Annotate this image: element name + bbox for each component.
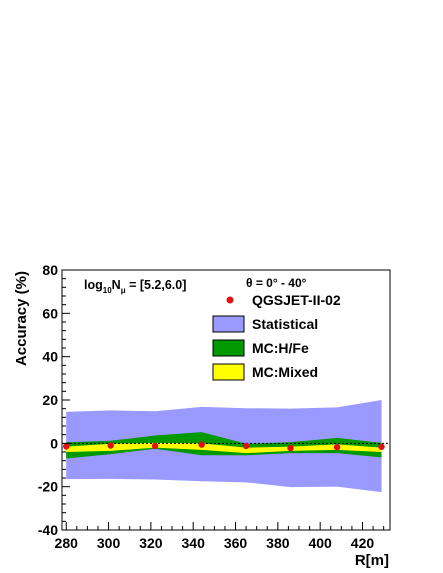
x-tick-label: 420	[351, 535, 375, 551]
data-point	[198, 441, 205, 448]
x-axis-label: R[m]	[355, 552, 389, 569]
range-n: N	[112, 278, 121, 292]
data-point	[242, 442, 250, 450]
data-point	[63, 443, 70, 450]
legend-label-statistical: Statistical	[252, 316, 318, 332]
range-annotation: log10Nμ = [5.2,6.0]	[84, 278, 186, 295]
y-tick-label: 60	[42, 305, 58, 321]
x-tick-label: 380	[266, 535, 290, 551]
y-tick-label: -20	[38, 479, 58, 495]
plot-frame	[61, 269, 391, 531]
legend-swatch-statistical	[212, 315, 245, 333]
legend-swatch-mc-h-fe	[212, 339, 245, 357]
legend-label-mc-h-fe: MC:H/Fe	[252, 340, 309, 356]
y-tick-label: -40	[38, 522, 58, 538]
legend-marker-qgsjet	[226, 296, 234, 304]
data-point	[333, 444, 341, 451]
range-post: = [5.2,6.0]	[126, 278, 187, 292]
data-point	[107, 442, 114, 449]
band-mc-mixed	[66, 442, 382, 454]
range-sub2: μ	[121, 286, 126, 295]
x-tick-label: 300	[97, 535, 121, 551]
theta-annotation: θ = 0° - 40°	[246, 276, 307, 290]
y-tick-label: 40	[42, 349, 58, 365]
x-tick-label: 360	[224, 535, 248, 551]
bands-layer	[66, 400, 382, 493]
range-sub1: 10	[103, 286, 112, 295]
x-tick-label: 340	[182, 535, 206, 551]
y-axis: -40 -20 0 20 40 60 80	[38, 262, 70, 538]
x-axis: 280 300 320 340 360 380 400 420	[55, 522, 385, 551]
legend: QGSJET-II-02 Statistical MC:H/Fe MC:Mixed	[212, 292, 341, 381]
points-layer	[63, 441, 385, 452]
x-tick-label: 320	[139, 535, 163, 551]
legend-label-qgsjet: QGSJET-II-02	[252, 292, 341, 308]
data-point	[287, 444, 294, 452]
data-point	[378, 443, 385, 450]
y-tick-label: 0	[50, 435, 58, 451]
x-tick-label: 280	[55, 535, 79, 551]
range-log: log	[84, 278, 103, 292]
legend-swatch-mc-mixed	[212, 363, 245, 381]
y-axis-label: Accuracy (%)	[13, 271, 30, 366]
data-point	[151, 442, 159, 450]
x-tick-label: 400	[308, 535, 332, 551]
legend-label-mc-mixed: MC:Mixed	[252, 364, 318, 380]
y-tick-label: 80	[42, 262, 58, 278]
band-mc-h-fe	[66, 432, 382, 459]
y-tick-label: 20	[42, 392, 58, 408]
